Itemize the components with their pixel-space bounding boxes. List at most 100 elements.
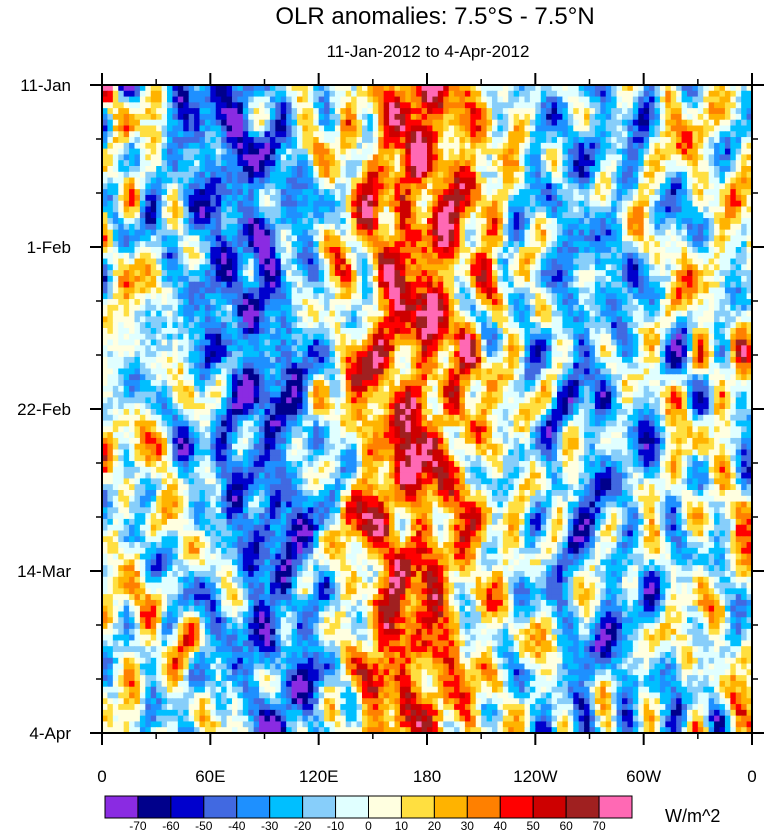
heatmap-cell [730,177,737,184]
heatmap-cell [362,218,369,225]
heatmap-cell [605,316,612,323]
heatmap-cell [616,218,623,225]
heatmap-cell [123,102,130,109]
heatmap-cell [161,90,168,98]
heatmap-cell [746,293,752,300]
heatmap-cell [519,154,526,161]
heatmap-cell [659,166,666,173]
heatmap-cell [529,264,536,271]
heatmap-cell [735,212,742,219]
heatmap-cell [264,113,271,121]
heatmap-cell [481,264,488,271]
heatmap-cell [302,322,309,329]
heatmap-cell [156,154,163,161]
heatmap-cell [659,102,666,109]
heatmap-cell [654,299,661,306]
heatmap-cell [676,287,683,294]
heatmap-cell [167,108,174,115]
heatmap-cell [372,247,379,254]
heatmap-cell [102,247,109,254]
heatmap-cell [410,108,417,115]
heatmap-cell [405,293,412,300]
heatmap-cell [622,235,629,242]
heatmap-cell [670,171,677,179]
heatmap-cell [291,200,298,208]
heatmap-cell [275,148,282,156]
heatmap-cell [302,171,309,179]
heatmap-cell [432,137,439,144]
heatmap-cell [383,252,390,260]
heatmap-cell [432,235,439,242]
heatmap-cell [557,293,564,300]
heatmap-cell [313,160,320,167]
heatmap-cell [746,206,752,213]
heatmap-cell [508,322,515,329]
heatmap-cell [589,90,596,98]
heatmap-cell [708,142,715,150]
heatmap-cell [123,119,130,127]
heatmap-cell [659,108,666,115]
heatmap-cell [464,113,471,121]
heatmap-cell [697,154,704,161]
heatmap-cell [497,102,504,109]
heatmap-cell [145,258,152,265]
heatmap-cell [340,310,347,318]
heatmap-cell [107,113,114,121]
heatmap-cell [394,108,401,115]
heatmap-cell [513,241,520,248]
heatmap-cell [454,160,461,167]
heatmap-cell [112,247,119,254]
heatmap-cell [362,299,369,306]
heatmap-cell [497,160,504,167]
heatmap-cell [464,281,471,289]
heatmap-cell [210,102,217,109]
heatmap-cell [616,299,623,306]
heatmap-cell [513,304,520,312]
heatmap-cell [529,304,536,312]
heatmap-cell [670,241,677,248]
heatmap-cell [334,113,341,121]
heatmap-cell [275,270,282,277]
heatmap-cell [567,229,574,237]
heatmap-cell [107,166,114,173]
heatmap-cell [459,299,466,306]
heatmap-cell [659,160,666,167]
heatmap-cell [459,223,466,231]
heatmap-cell [264,223,271,231]
heatmap-cell [464,206,471,213]
heatmap-cell [605,160,612,167]
heatmap-cell [215,304,222,312]
heatmap-cell [367,154,374,161]
heatmap-cell [307,166,314,173]
heatmap-cell [692,160,699,167]
heatmap-cell [735,137,742,144]
heatmap-cell [508,281,515,289]
heatmap-cell [616,212,623,219]
heatmap-cell [129,264,136,271]
heatmap-cell [102,125,109,132]
heatmap-cell [481,322,488,329]
heatmap-cell [421,108,428,115]
heatmap-cell [107,304,114,312]
heatmap-cell [183,200,190,208]
heatmap-cell [719,316,726,323]
heatmap-cell [221,189,228,196]
heatmap-cell [443,293,450,300]
heatmap-cell [112,194,119,202]
heatmap-cell [177,310,184,318]
heatmap-cell [670,90,677,98]
heatmap-cell [470,119,477,127]
heatmap-cell [567,171,574,179]
heatmap-cell [708,177,715,184]
heatmap-cell [399,177,406,184]
heatmap-cell [399,316,406,323]
heatmap-cell [145,166,152,173]
heatmap-cell [654,264,661,271]
heatmap-cell [443,252,450,260]
heatmap-cell [605,189,612,196]
heatmap-cell [118,137,125,144]
heatmap-cell [535,183,542,190]
heatmap-cell [183,90,190,98]
heatmap-cell [475,310,482,318]
heatmap-cell [194,316,201,323]
